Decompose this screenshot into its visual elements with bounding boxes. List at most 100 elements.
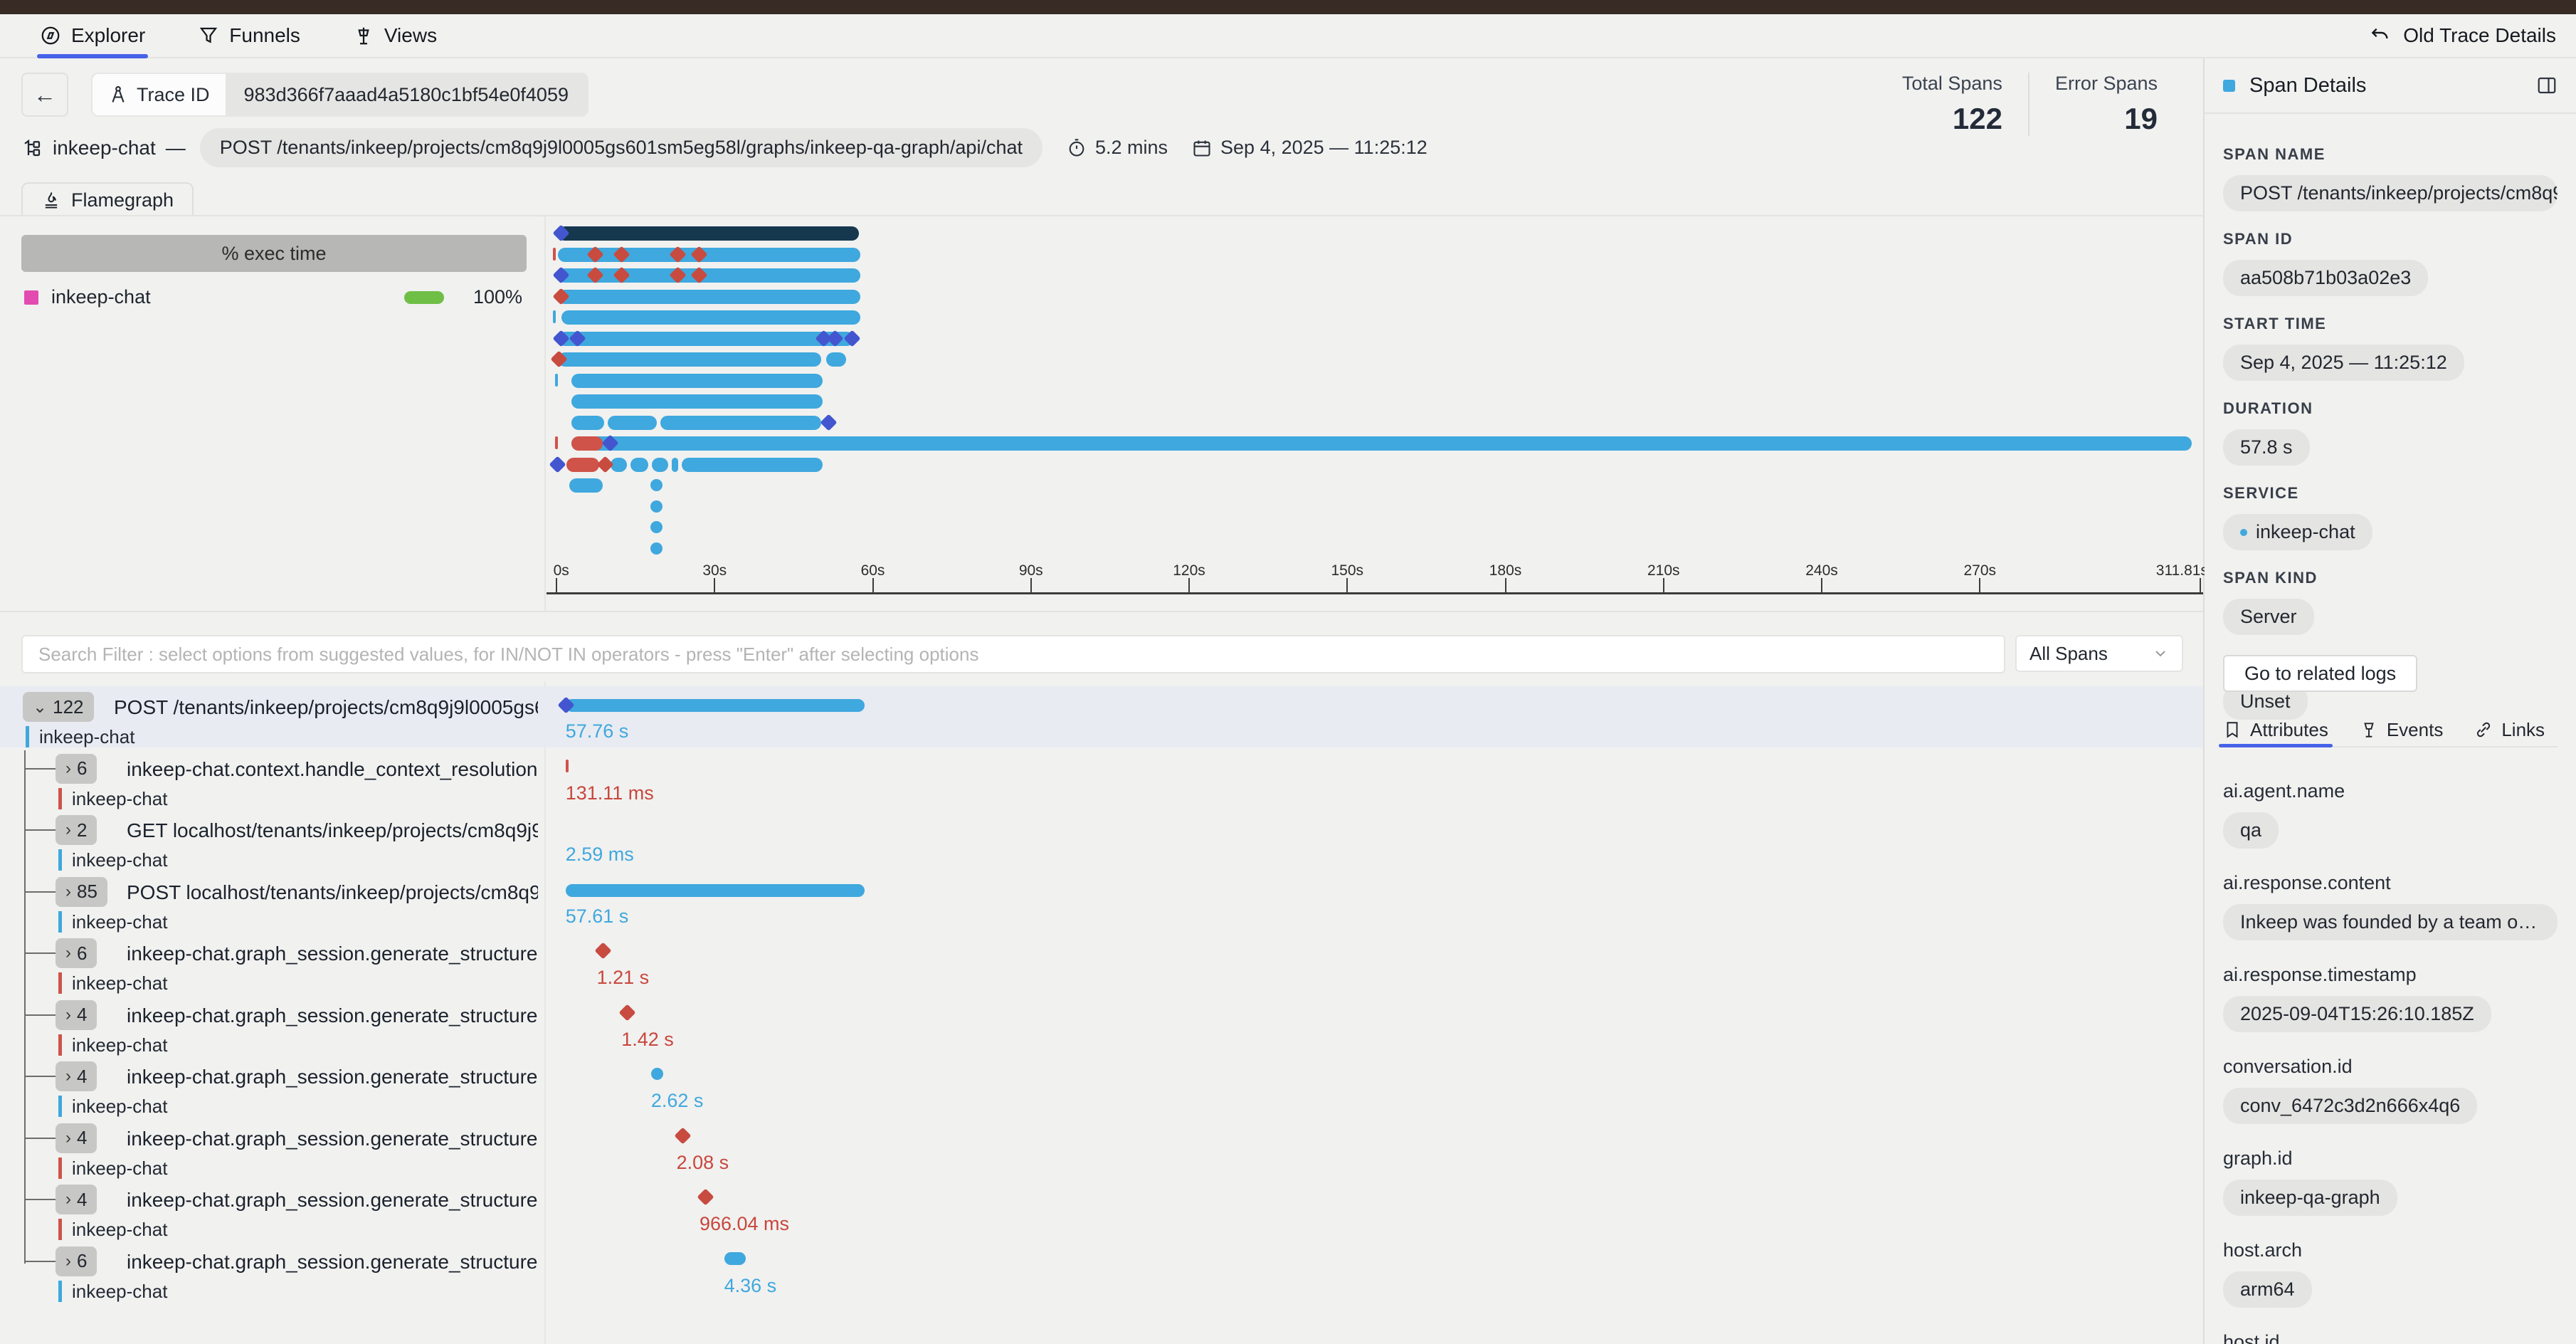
flamegraph-span-bar[interactable] [571, 436, 2192, 451]
flamegraph-span-bar[interactable] [571, 373, 823, 388]
expand-collapse-badge[interactable]: › 2 [56, 815, 97, 845]
expand-collapse-badge[interactable]: › 85 [56, 876, 107, 907]
span-error-diamond-red[interactable] [613, 245, 630, 263]
flamegraph-span-bar[interactable] [630, 457, 649, 472]
flamegraph-span-bar[interactable] [569, 478, 603, 493]
span-event-diamond-blue[interactable] [601, 434, 619, 452]
trace-id-chip[interactable]: Trace ID 983d366f7aaad4a5180c1bf54e0f405… [91, 73, 588, 117]
span-error-diamond-red[interactable] [669, 245, 687, 263]
span-row[interactable]: › 4 inkeep-chat.graph_session.generate_str… [0, 1056, 2203, 1117]
span-dot-blue[interactable] [650, 521, 663, 533]
span-tick-red[interactable] [553, 247, 556, 261]
span-row[interactable]: › 4 inkeep-chat.graph_session.generate_str… [0, 1118, 2203, 1179]
flamegraph-span-bar[interactable] [825, 352, 846, 367]
waterfall-short-bar[interactable] [724, 1251, 746, 1265]
waterfall-bar[interactable] [565, 883, 865, 897]
span-event-diamond-blue[interactable] [569, 329, 586, 347]
flamegraph-span-bar[interactable] [558, 247, 861, 262]
tab-views[interactable]: Views [353, 14, 437, 57]
span-row[interactable]: › 4 inkeep-chat.graph_session.generate_str… [0, 994, 2203, 1056]
span-dot-blue[interactable] [650, 500, 663, 513]
span-tick-blue[interactable] [553, 310, 556, 323]
span-event-diamond-blue[interactable] [843, 329, 861, 347]
span-error-diamond-red[interactable] [586, 245, 604, 263]
flamegraph-span-bar[interactable] [558, 331, 855, 346]
flamegraph-span-bar[interactable] [558, 352, 821, 367]
span-row[interactable]: › 6 inkeep-chat.context.handle_context_res… [0, 748, 2203, 809]
expand-collapse-badge[interactable]: › 4 [56, 1123, 97, 1153]
span-error-diamond-red[interactable] [669, 266, 687, 284]
flamegraph-span-bar[interactable] [558, 226, 860, 241]
span-event-diamond-blue[interactable] [826, 329, 844, 347]
flamegraph-span-bar[interactable] [607, 415, 657, 430]
go-to-related-logs-button[interactable]: Go to related logs [2223, 655, 2418, 692]
flamegraph-span-bar[interactable] [671, 457, 678, 472]
tab-funnels[interactable]: Funnels [198, 14, 300, 57]
back-button[interactable]: ← [21, 73, 68, 117]
axis-tick-label: 120s [1173, 562, 1205, 579]
span-error-diamond-red[interactable] [550, 350, 568, 368]
span-event-diamond-blue[interactable] [552, 224, 570, 242]
span-error-diamond-red[interactable] [690, 245, 708, 263]
flamegraph-span-bar[interactable] [558, 289, 861, 304]
flamegraph-span-bar[interactable] [561, 310, 861, 325]
span-error-diamond-red[interactable] [552, 287, 570, 305]
span-row[interactable]: › 4 inkeep-chat.graph_session.generate_str… [0, 1179, 2203, 1240]
span-dot-blue[interactable] [650, 542, 663, 555]
tab-attributes[interactable]: Attributes [2219, 713, 2333, 747]
span-error-diamond-red[interactable] [586, 266, 604, 284]
span-error-diamond-red[interactable] [594, 942, 612, 960]
span-tick-blue[interactable] [554, 373, 558, 387]
span-row[interactable]: › 6 inkeep-chat.graph_session.generate_str… [0, 933, 2203, 994]
span-error-diamond-red[interactable] [697, 1188, 714, 1206]
span-event-diamond-blue[interactable] [820, 413, 838, 431]
flamegraph-span-bar[interactable] [611, 457, 628, 472]
span-dot-blue[interactable] [650, 479, 663, 491]
span-error-diamond-red [550, 350, 568, 368]
span-service-label: inkeep-chat [58, 972, 167, 994]
flamegraph-span-bar[interactable] [566, 457, 600, 472]
span-event-diamond-blue[interactable] [549, 455, 566, 473]
expand-collapse-badge[interactable]: › 6 [56, 938, 97, 968]
expand-collapse-badge[interactable]: › 6 [56, 1246, 97, 1276]
flamegraph-span-bar[interactable] [681, 457, 823, 472]
span-event-diamond-blue[interactable] [552, 266, 570, 284]
span-row[interactable]: ⌄ 122 POST /tenants/inkeep/projects/cm8q9j… [0, 686, 2203, 747]
spans-dropdown[interactable]: All Spans [2015, 635, 2183, 672]
tab-explorer[interactable]: Explorer [36, 14, 149, 58]
flamegraph-span-bar[interactable] [571, 415, 604, 430]
span-error-diamond-red[interactable] [690, 266, 708, 284]
span-error-diamond-red[interactable] [618, 1003, 636, 1022]
flamegraph-span-bar[interactable] [571, 436, 603, 451]
flamegraph-span-bar[interactable] [571, 394, 823, 409]
expand-collapse-badge[interactable]: › 6 [56, 753, 97, 784]
span-tick-red[interactable] [565, 759, 569, 772]
waterfall-bar[interactable] [565, 699, 865, 712]
flamegraph-span-bar[interactable] [558, 268, 861, 283]
tree-connector-stub [24, 1014, 56, 1016]
flamegraph-span-bar[interactable] [660, 415, 821, 430]
span-error-diamond-red[interactable] [596, 455, 614, 473]
attribute-key: host.id [2223, 1331, 2280, 1344]
expand-collapse-badge[interactable]: › 4 [56, 1061, 97, 1091]
span-error-diamond-red[interactable] [613, 266, 630, 284]
flamegraph-tab[interactable]: Flamegraph [21, 182, 194, 216]
expand-collapse-badge[interactable]: ⌄ 122 [23, 692, 94, 722]
span-event-diamond-blue[interactable] [552, 329, 570, 347]
flamegraph-canvas[interactable] [549, 224, 2200, 561]
collapse-panel-icon[interactable] [2536, 75, 2557, 96]
tab-events[interactable]: Events [2360, 713, 2443, 746]
tab-links[interactable]: Links [2474, 713, 2545, 746]
search-filter-input[interactable]: Search Filter : select options from sugg… [21, 635, 2005, 673]
span-row[interactable]: › 2 GET localhost/tenants/inkeep/projects/… [0, 809, 2203, 871]
expand-collapse-badge[interactable]: › 4 [56, 1185, 97, 1214]
flamegraph-legend-row[interactable]: inkeep-chat 100% [24, 286, 522, 308]
old-trace-details-link[interactable]: Old Trace Details [2369, 14, 2556, 57]
span-tick-red[interactable] [554, 436, 558, 449]
span-dot-blue[interactable] [650, 1068, 663, 1080]
span-error-diamond-red[interactable] [674, 1126, 692, 1145]
span-row[interactable]: › 6 inkeep-chat.graph_session.generate_str… [0, 1241, 2203, 1302]
expand-collapse-badge[interactable]: › 4 [56, 999, 97, 1030]
flamegraph-span-bar[interactable] [651, 457, 669, 472]
span-row[interactable]: › 85 POST localhost/tenants/inkeep/project… [0, 871, 2203, 933]
